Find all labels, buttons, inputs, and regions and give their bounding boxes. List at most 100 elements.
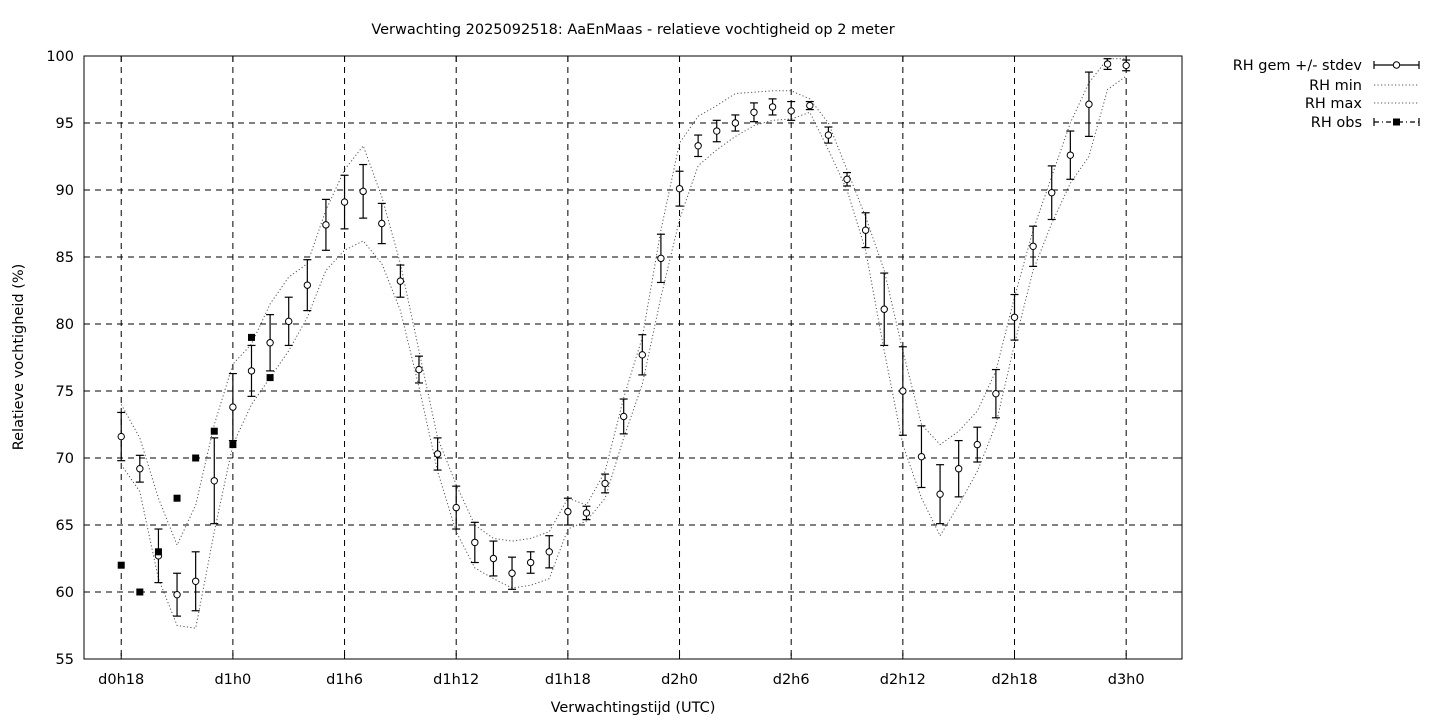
data-point-rh-gem	[936, 490, 944, 498]
data-point-rh-gem	[136, 465, 144, 473]
data-point-rh-gem	[694, 142, 702, 150]
y-tick-label: 95	[56, 116, 74, 132]
data-point-rh-gem	[787, 107, 795, 115]
x-tick-label: d0h18	[98, 672, 144, 688]
data-point-rh-obs	[229, 441, 237, 449]
data-point-rh-gem	[396, 277, 405, 285]
data-point-rh-gem	[173, 590, 181, 599]
data-point-rh-gem	[1010, 313, 1019, 321]
y-tick-label: 70	[56, 451, 74, 467]
data-point-rh-gem	[731, 119, 740, 127]
y-tick-label: 85	[56, 250, 74, 266]
data-point-rh-gem	[713, 127, 721, 135]
x-tick-label: d1h6	[326, 672, 363, 688]
legend: RH gem +/- stdev RH min RH max RH obs	[1233, 58, 1420, 131]
data-point-rh-obs	[154, 548, 162, 556]
y-tick-label: 65	[56, 518, 74, 534]
plot-series	[117, 58, 1131, 629]
data-point-rh-gem	[1103, 60, 1112, 68]
data-point-rh-gem	[582, 509, 591, 517]
data-point-rh-gem	[1122, 61, 1130, 70]
y-tick-label: 100	[46, 49, 74, 65]
x-tick-label: d2h6	[773, 672, 810, 688]
data-point-rh-obs	[210, 427, 218, 435]
data-point-rh-gem	[638, 351, 647, 359]
data-point-rh-gem	[378, 219, 386, 228]
data-point-rh-obs	[247, 333, 255, 341]
data-point-rh-gem	[359, 187, 367, 196]
y-tick-label: 90	[56, 183, 74, 199]
ticks: 55 60 65 70 75 80 85 90 95 100 d0h18 d1h0 d1h6 d1h12 d…	[46, 49, 1182, 688]
data-point-rh-gem	[340, 198, 349, 206]
y-tick-label: 75	[56, 384, 74, 400]
y-tick-label: 60	[56, 585, 74, 601]
data-point-rh-gem	[806, 101, 814, 110]
x-tick-label: d1h18	[545, 672, 591, 688]
data-point-rh-obs	[173, 494, 181, 502]
y-tick-label: 55	[56, 652, 74, 668]
series-line-rh-max	[120, 58, 1127, 547]
data-point-rh-gem	[768, 103, 777, 111]
data-point-rh-gem	[266, 339, 274, 347]
data-point-rh-obs	[266, 374, 274, 382]
data-point-rh-gem	[545, 548, 553, 556]
x-tick-label: d2h0	[661, 672, 698, 688]
data-point-rh-gem	[526, 558, 535, 567]
data-point-rh-gem	[917, 452, 926, 461]
data-point-rh-obs	[136, 588, 144, 596]
data-point-rh-gem	[601, 479, 609, 488]
data-point-rh-gem	[843, 175, 851, 183]
data-point-rh-gem	[489, 554, 498, 563]
data-point-rh-gem	[433, 450, 442, 458]
x-tick-label: d1h12	[433, 672, 479, 688]
data-point-rh-gem	[415, 365, 423, 374]
data-point-rh-gem	[899, 387, 907, 395]
legend-swatch-marker	[1393, 118, 1400, 126]
series-line-rh-min	[120, 75, 1127, 629]
x-axis-label: Verwachtingstijd (UTC)	[551, 700, 716, 716]
legend-swatch-marker	[1392, 61, 1401, 69]
data-point-rh-obs	[117, 561, 125, 569]
data-point-rh-gem	[619, 412, 628, 421]
legend-label: RH gem +/- stdev	[1233, 58, 1363, 74]
data-point-rh-gem	[992, 389, 1000, 398]
legend-label: RH min	[1309, 78, 1362, 94]
data-point-rh-gem	[191, 577, 200, 585]
x-tick-label: d2h12	[880, 672, 926, 688]
data-point-rh-gem	[880, 305, 888, 313]
x-tick-label: d2h18	[991, 672, 1037, 688]
data-point-rh-gem	[973, 440, 981, 449]
x-tick-label: d1h0	[214, 672, 251, 688]
data-point-rh-gem	[285, 317, 293, 326]
data-point-rh-gem	[303, 281, 312, 289]
data-point-rh-gem	[210, 477, 218, 485]
x-tick-label: d3h0	[1108, 672, 1145, 688]
data-point-rh-gem	[1029, 242, 1037, 250]
legend-label: RH max	[1305, 96, 1363, 112]
legend-label: RH obs	[1311, 115, 1362, 131]
data-point-rh-gem	[322, 221, 330, 229]
data-point-rh-gem	[657, 254, 665, 263]
data-point-rh-gem	[1066, 151, 1075, 159]
data-point-rh-gem	[471, 538, 479, 547]
data-point-rh-gem	[861, 226, 870, 234]
data-point-rh-gem	[675, 184, 684, 193]
y-tick-label: 80	[56, 317, 74, 333]
data-point-rh-gem	[1048, 188, 1056, 197]
grid	[84, 56, 1182, 659]
data-point-rh-gem	[954, 465, 963, 473]
data-point-rh-gem	[824, 131, 833, 139]
y-axis-label: Relatieve vochtigheid (%)	[11, 264, 27, 451]
data-point-rh-gem	[117, 432, 125, 441]
data-point-rh-gem	[750, 108, 758, 116]
data-point-rh-gem	[1085, 100, 1093, 108]
data-point-rh-obs	[192, 454, 200, 462]
data-point-rh-gem	[229, 403, 237, 411]
chart-title: Verwachting 2025092518: AaEnMaas - relat…	[371, 22, 894, 38]
data-point-rh-gem	[452, 503, 460, 512]
data-point-rh-gem	[247, 367, 256, 375]
plot-frame	[83, 55, 1183, 660]
data-point-rh-gem	[564, 507, 572, 516]
data-point-rh-gem	[508, 569, 516, 577]
